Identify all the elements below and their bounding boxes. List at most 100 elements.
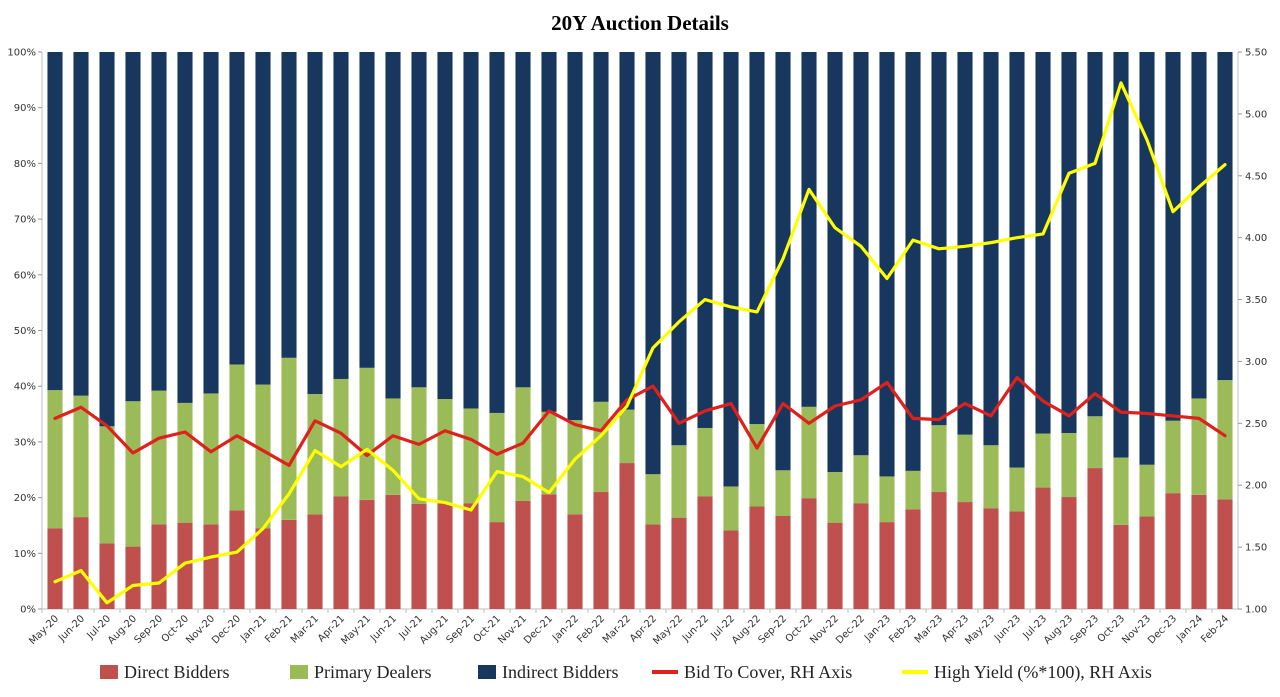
right-tick-label: 5.50 [1245, 48, 1267, 59]
bar-direct-bidders [151, 524, 167, 609]
bar-direct-bidders [645, 524, 661, 609]
bar-primary-dealers [1217, 380, 1233, 500]
bar-indirect-bidders [333, 52, 349, 379]
bar-indirect-bidders [203, 52, 219, 394]
bar-direct-bidders [775, 515, 791, 609]
bar-indirect-bidders [73, 52, 89, 396]
bar-primary-dealers [385, 398, 401, 495]
bar-direct-bidders [827, 522, 843, 609]
bar-indirect-bidders [411, 52, 427, 388]
bar-direct-bidders [567, 514, 583, 609]
left-tick-label: 100% [7, 48, 36, 59]
bar-direct-bidders [385, 494, 401, 609]
bar-indirect-bidders [1191, 52, 1207, 399]
left-tick-label: 50% [14, 326, 36, 337]
bar-indirect-bidders [905, 52, 921, 471]
bar-indirect-bidders [47, 52, 63, 391]
legend-label-indirect-bidders: Indirect Bidders [502, 662, 618, 682]
bar-direct-bidders [73, 517, 89, 609]
bar-indirect-bidders [437, 52, 453, 400]
bar-indirect-bidders [567, 52, 583, 421]
bar-indirect-bidders [255, 52, 271, 385]
bar-direct-bidders [723, 530, 739, 609]
bar-primary-dealers [359, 367, 375, 500]
plot-area [41, 52, 1239, 610]
bar-direct-bidders [853, 503, 869, 609]
x-tick-label: Sep-20 [132, 613, 165, 646]
bar-primary-dealers [1009, 467, 1025, 512]
right-tick-label: 2.50 [1245, 419, 1267, 430]
bar-primary-dealers [177, 402, 193, 523]
bar-indirect-bidders [151, 52, 167, 391]
bar-indirect-bidders [1165, 52, 1181, 421]
left-tick-label: 30% [14, 437, 36, 448]
x-tick-label: Aug-23 [1042, 613, 1075, 646]
x-tick-label: Feb-24 [1199, 613, 1231, 645]
bar-indirect-bidders [463, 52, 479, 409]
chart-title: 20Y Auction Details [551, 11, 729, 35]
legend-swatch-indirect-bidders [478, 665, 496, 679]
x-tick-label: Dec-23 [1146, 613, 1179, 646]
legend-label-bid-to-cover-rh-axis: Bid To Cover, RH Axis [684, 662, 852, 682]
left-tick-label: 60% [14, 270, 36, 281]
bar-primary-dealers [827, 471, 843, 523]
bar-primary-dealers [1191, 398, 1207, 495]
x-tick-label: Sep-23 [1068, 613, 1101, 646]
bar-primary-dealers [671, 445, 687, 518]
bar-series [47, 52, 1233, 609]
bar-indirect-bidders [1087, 52, 1103, 417]
bar-indirect-bidders [957, 52, 973, 435]
bar-primary-dealers [983, 445, 999, 509]
bar-indirect-bidders [1113, 52, 1129, 458]
bar-direct-bidders [203, 524, 219, 609]
x-axis: May-20Jun-20Jul-20Aug-20Sep-20Oct-20Nov-… [27, 609, 1231, 647]
bar-direct-bidders [333, 496, 349, 609]
bar-indirect-bidders [99, 52, 115, 427]
bar-primary-dealers [879, 476, 895, 523]
bar-primary-dealers [619, 409, 635, 464]
bar-direct-bidders [1061, 497, 1077, 609]
x-tick-label: Aug-20 [106, 613, 139, 646]
x-tick-label: Dec-21 [522, 613, 555, 646]
bar-primary-dealers [593, 401, 609, 493]
bar-primary-dealers [905, 470, 921, 510]
bar-primary-dealers [957, 434, 973, 503]
x-tick-label: Mar-21 [289, 613, 321, 645]
left-tick-label: 20% [14, 493, 36, 504]
bar-primary-dealers [203, 393, 219, 525]
bar-indirect-bidders [177, 52, 193, 403]
bar-direct-bidders [47, 528, 63, 609]
bar-direct-bidders [541, 494, 557, 609]
legend-swatch-primary-dealers [290, 665, 308, 679]
bar-indirect-bidders [853, 52, 869, 456]
bar-indirect-bidders [1217, 52, 1233, 381]
bar-direct-bidders [177, 522, 193, 609]
bar-direct-bidders [1113, 524, 1129, 609]
left-tick-label: 0% [20, 605, 36, 616]
bar-primary-dealers [151, 390, 167, 525]
x-tick-label: Dec-20 [210, 613, 243, 646]
x-tick-label: Jun-20 [56, 613, 87, 644]
bar-direct-bidders [619, 463, 635, 609]
left-tick-label: 70% [14, 215, 36, 226]
bar-indirect-bidders [359, 52, 375, 368]
bar-indirect-bidders [801, 52, 817, 407]
bar-direct-bidders [489, 522, 505, 609]
legend-label-primary-dealers: Primary Dealers [314, 662, 431, 682]
x-tick-label: Mar-23 [913, 613, 945, 645]
bar-primary-dealers [931, 425, 947, 493]
bar-direct-bidders [359, 499, 375, 609]
x-tick-label: Sep-21 [444, 613, 477, 646]
bar-primary-dealers [1035, 433, 1051, 488]
bar-primary-dealers [333, 378, 349, 497]
line-series [53, 81, 1227, 605]
bar-primary-dealers [125, 401, 141, 547]
bar-primary-dealers [775, 470, 791, 516]
bar-primary-dealers [1165, 420, 1181, 494]
right-tick-label: 2.00 [1245, 481, 1267, 492]
bar-indirect-bidders [749, 52, 765, 425]
bar-indirect-bidders [879, 52, 895, 477]
bar-direct-bidders [1087, 468, 1103, 609]
bar-indirect-bidders [645, 52, 661, 475]
bar-indirect-bidders [541, 52, 557, 412]
